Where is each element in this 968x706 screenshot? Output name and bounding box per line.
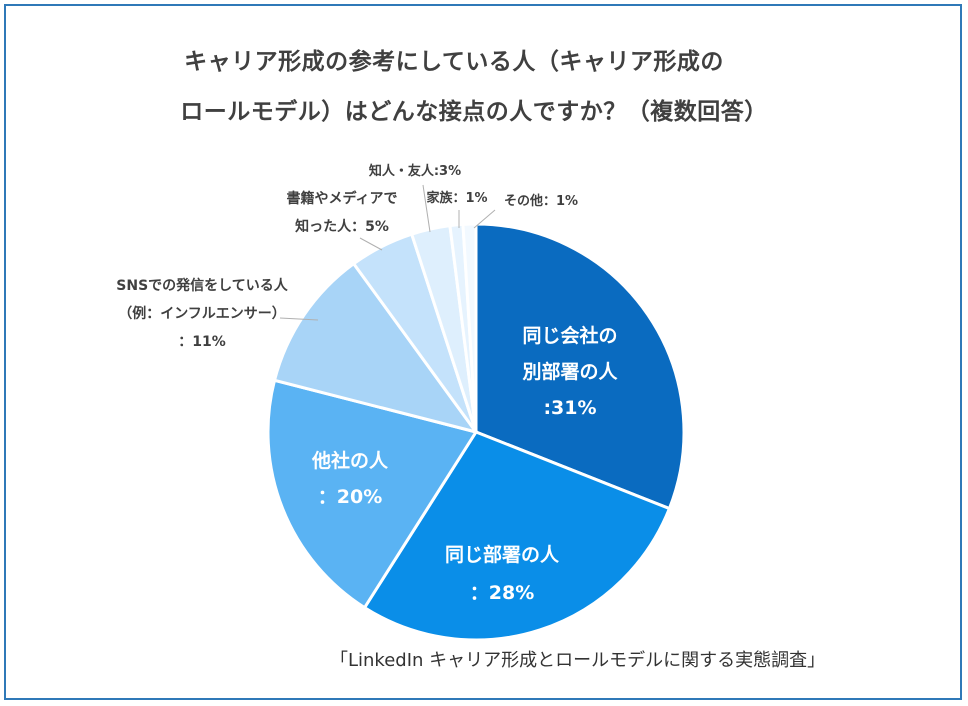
slice-label-7-line-0: その他：1% <box>504 193 578 209</box>
pie-slice-0 <box>474 222 686 511</box>
leader-line-4 <box>359 237 383 251</box>
slice-label-3-line-2: ：11% <box>178 334 226 350</box>
slice-label-2-line-1: ：20% <box>318 486 382 508</box>
slice-label-5-line-0: 知人・友人:3% <box>369 163 461 179</box>
leader-line-5 <box>422 184 431 233</box>
slice-label-3-line-0: SNSでの発信をしている人 <box>116 277 288 294</box>
pie-slice-7 <box>461 222 478 433</box>
slice-label-0-line-0: 同じ会社の <box>522 324 617 347</box>
source-citation: 「LinkedIn キャリア形成とロールモデルに関する実態調査」 <box>330 650 826 671</box>
slice-label-2-line-0: 他社の人 <box>311 449 389 472</box>
pie-slice-3 <box>272 261 480 435</box>
slice-label-2: 他社の人 ：20% <box>311 449 389 508</box>
leader-line-7 <box>473 209 496 229</box>
pie-slice-1 <box>362 430 672 642</box>
chart-title-line-1: キャリア形成の参考にしている人（キャリア形成の <box>184 49 724 75</box>
slice-label-6: 家族：1% <box>426 190 487 206</box>
slice-label-1-line-0: 同じ部署の人 <box>445 543 560 566</box>
chart-title-line-2: ロールモデル）はどんな接点の人ですか？（複数回答） <box>180 99 768 125</box>
slice-label-5: 知人・友人:3% <box>369 163 461 179</box>
slice-label-4-line-1: 知った人：5% <box>295 218 389 235</box>
slice-label-4-line-0: 書籍やメディアで <box>286 190 397 207</box>
slice-label-3-line-1: （例：インフルエンサー） <box>118 305 286 322</box>
leader-line-3 <box>279 317 319 321</box>
slice-label-4: 書籍やメディアで知った人：5% <box>286 190 397 235</box>
slice-label-0: 同じ会社の別部署の人 :31% <box>522 324 618 419</box>
slice-label-1-line-1: ：28% <box>470 582 534 604</box>
slice-label-3: SNSでの発信をしている人 （例：インフルエンサー） ：11% <box>116 277 288 350</box>
pie-slice-2 <box>266 378 479 610</box>
slice-label-7: その他：1% <box>504 193 578 209</box>
slice-label-6-line-0: 家族：1% <box>426 190 487 206</box>
slice-label-0-line-1: 別部署の人 <box>522 360 618 383</box>
slice-label-1: 同じ部署の人 ：28% <box>445 543 560 604</box>
slice-label-0-line-2: :31% <box>543 397 596 419</box>
